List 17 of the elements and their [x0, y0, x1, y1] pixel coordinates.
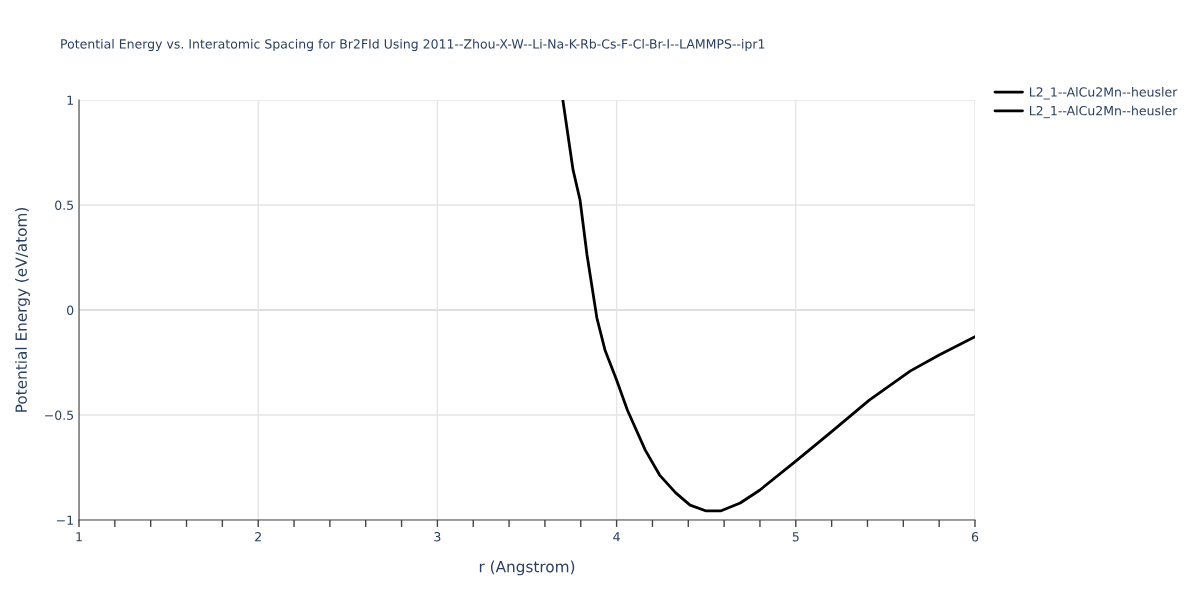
y-tick-label: 0 — [67, 305, 74, 315]
x-tick-label: 4 — [613, 532, 620, 542]
legend-label: L2_1--AlCu2Mn--heusler — [1029, 105, 1178, 119]
y-axis-title: Potential Energy (eV/atom) — [15, 208, 30, 412]
y-tick-label: 1 — [67, 95, 73, 105]
y-tick-label: 0.5 — [55, 200, 74, 210]
x-tick-label: 2 — [255, 532, 261, 542]
x-tick-label: 1 — [76, 532, 82, 542]
x-tick-label: 3 — [434, 532, 441, 542]
line-series — [561, 100, 975, 513]
y-tick-label: −0.5 — [45, 410, 74, 420]
chart-title: Potential Energy vs. Interatomic Spacing for Br2FId Using 2011--Zhou-X-W--Li-Na-K-Rb-Cs-F-Cl-Br-I--LAMMPS--ipr1 — [61, 38, 765, 52]
legend-label: L2_1--AlCu2Mn--heusler — [1029, 87, 1178, 100]
x-tick-label: 6 — [971, 532, 979, 542]
x-axis-title: r (Angstrom) — [479, 560, 575, 576]
x-tick-label: 5 — [792, 532, 799, 542]
y-tick-label: −1 — [57, 515, 73, 525]
